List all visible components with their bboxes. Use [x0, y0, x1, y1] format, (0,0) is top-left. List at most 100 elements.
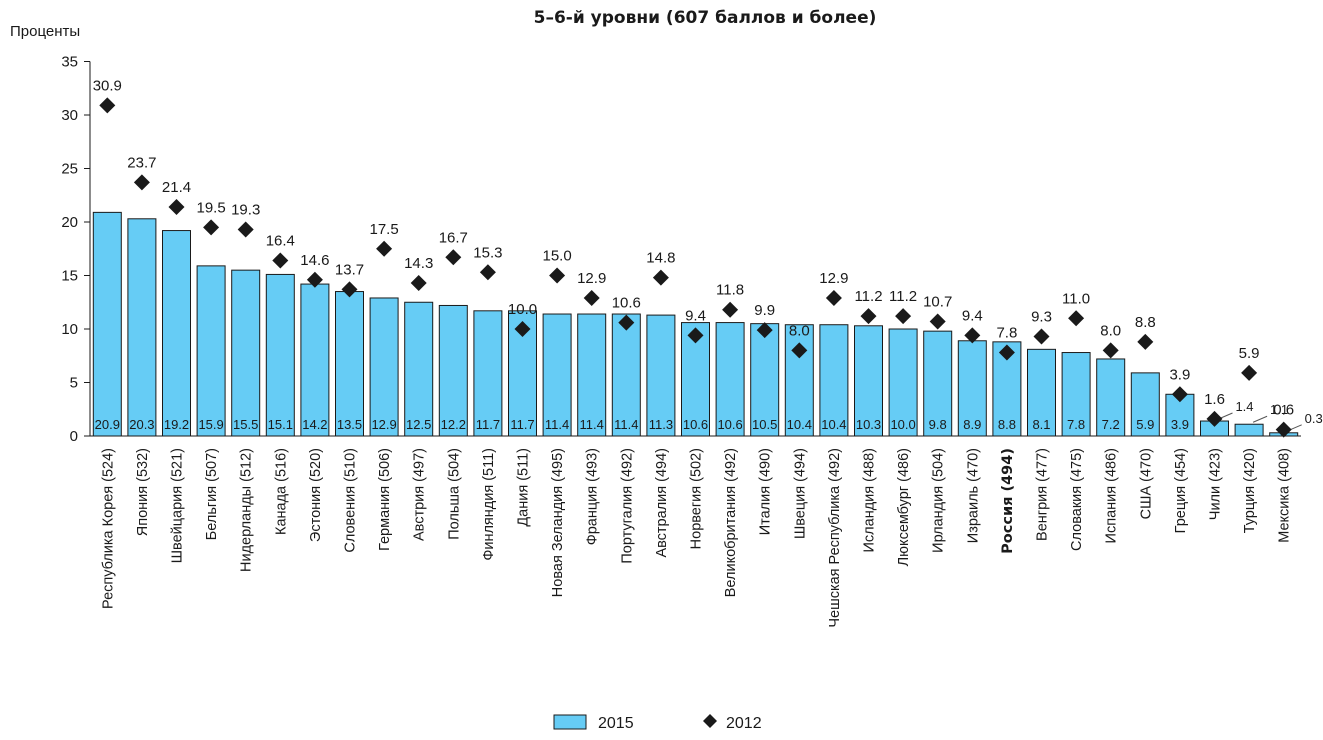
- bar-series-2015: [92, 211, 1299, 437]
- bar-labels-2015: 20.9 20.3 19.2 15.9 15.5 15.1 14.2 13.5 12.9 12.5…: [95, 399, 1323, 432]
- chart-title: 5–6-й уровни (607 баллов и более): [533, 8, 877, 28]
- category-label: Греция (454): [1173, 448, 1189, 533]
- bar-2015: [438, 304, 468, 437]
- marker-value-label: 11.2: [854, 288, 882, 305]
- marker-2012: [1241, 364, 1258, 381]
- bar-value-label: 7.2: [1102, 417, 1120, 432]
- bar-value-label: 10.6: [717, 417, 742, 432]
- category-label: Словения (510): [343, 448, 359, 553]
- marker-value-label: 9.3: [1031, 308, 1052, 325]
- legend-label-2015: 2015: [598, 715, 634, 732]
- bar-2015: [300, 283, 330, 437]
- bar-value-label: 5.9: [1136, 417, 1154, 432]
- marker-value-label: 12.9: [577, 270, 606, 287]
- category-label: Израиль (470): [965, 448, 981, 543]
- category-label: Австралия (494): [654, 448, 670, 558]
- category-label: Австрия (497): [412, 448, 428, 541]
- bar-value-label: 1.4: [1235, 399, 1253, 414]
- bar-2015: [646, 314, 676, 437]
- bar-value-label: 19.2: [164, 417, 189, 432]
- marker-2012: [791, 342, 808, 359]
- marker-value-label: 14.6: [300, 252, 329, 269]
- marker-value-label: 10.7: [923, 294, 952, 311]
- category-label: Турция (420): [1242, 448, 1258, 533]
- bar-2015: [1234, 423, 1264, 437]
- marker-value-label: 15.0: [542, 248, 571, 265]
- marker-value-label: 1.6: [1204, 391, 1225, 408]
- category-label: Испания (486): [1104, 448, 1120, 543]
- category-label: Финляндия (511): [481, 448, 497, 561]
- bar-value-label: 11.7: [510, 417, 534, 432]
- category-label: Швеция (494): [792, 448, 808, 539]
- bar-2015: [854, 325, 883, 437]
- bar-2015: [196, 265, 226, 437]
- marker-2012: [479, 264, 496, 281]
- bar-value-label: 12.2: [441, 417, 466, 432]
- bar-2015: [1061, 352, 1091, 437]
- marker-2012: [168, 199, 185, 216]
- bar-value-label: 13.5: [337, 417, 362, 432]
- category-label: Люксембург (486): [896, 448, 912, 566]
- bar-value-label: 1.1: [1270, 402, 1288, 417]
- marker-2012: [549, 267, 566, 284]
- marker-2012: [687, 327, 704, 344]
- marker-value-label: 11.8: [716, 282, 744, 299]
- marker-2012: [998, 344, 1015, 361]
- category-label: Венгрия (477): [1035, 448, 1051, 541]
- bar-value-label: 12.5: [406, 417, 431, 432]
- category-label: Новая Зеландия (495): [550, 448, 566, 597]
- marker-value-label: 9.4: [685, 307, 706, 324]
- category-label: Мексика (408): [1277, 448, 1293, 543]
- marker-2012: [1206, 410, 1223, 427]
- bar-value-label: 12.9: [371, 417, 396, 432]
- bar-2015: [1130, 372, 1160, 437]
- marker-2012: [1068, 310, 1085, 327]
- bar-2015: [1027, 348, 1056, 437]
- marker-value-label: 11.0: [1062, 290, 1090, 307]
- marker-value-label: 11.2: [889, 288, 917, 305]
- category-label: Швейцария (521): [170, 448, 186, 563]
- category-label: Великобритания (492): [723, 448, 739, 597]
- marker-2012: [1033, 328, 1050, 345]
- bar-2015: [715, 322, 745, 437]
- marker-value-label: 9.9: [754, 302, 775, 319]
- bar-2015: [92, 211, 122, 437]
- bar-value-label: 10.6: [683, 417, 708, 432]
- bar-value-label: 10.0: [890, 417, 915, 432]
- marker-value-label: 8.0: [1100, 322, 1121, 339]
- bar-2015: [923, 330, 953, 437]
- category-labels: Республика Корея (524) Япония (532) Швейца…: [100, 448, 1292, 628]
- category-label: Россия (494): [1000, 448, 1016, 554]
- bar-value-label: 10.5: [752, 417, 777, 432]
- marker-2012: [964, 327, 981, 344]
- bar-value-label: 8.1: [1032, 417, 1050, 432]
- bar-2015: [473, 310, 503, 437]
- bar-2015: [611, 313, 641, 437]
- marker-value-label: 10.0: [508, 301, 537, 318]
- bar-value-label: 14.2: [302, 417, 327, 432]
- marker-2012: [929, 313, 946, 330]
- bar-2015: [335, 291, 364, 437]
- category-label: Польша (504): [446, 448, 462, 540]
- marker-2012: [618, 314, 635, 331]
- bar-value-label: 8.8: [998, 417, 1016, 432]
- marker-value-label: 8.0: [789, 322, 810, 339]
- bar-2015: [162, 230, 191, 437]
- y-tick-label: 0: [70, 428, 78, 445]
- marker-value-label: 19.5: [196, 199, 225, 216]
- bar-2015: [819, 324, 849, 437]
- marker-value-label: 9.4: [962, 307, 983, 324]
- marker-value-label: 21.4: [162, 179, 191, 196]
- marker-2012: [306, 271, 323, 288]
- legend-label-2012: 2012: [726, 715, 762, 732]
- bar-value-label: 15.1: [268, 417, 293, 432]
- bar-value-label: 15.5: [233, 417, 258, 432]
- marker-2012: [203, 219, 220, 236]
- marker-2012: [341, 281, 358, 298]
- category-label: Республика Корея (524): [100, 448, 116, 609]
- legend-marker-2012: [703, 714, 717, 728]
- bar-2015: [750, 323, 780, 437]
- marker-value-label: 8.8: [1135, 314, 1156, 331]
- bar-2015: [577, 313, 607, 437]
- marker-value-label: 0.6: [1273, 402, 1294, 419]
